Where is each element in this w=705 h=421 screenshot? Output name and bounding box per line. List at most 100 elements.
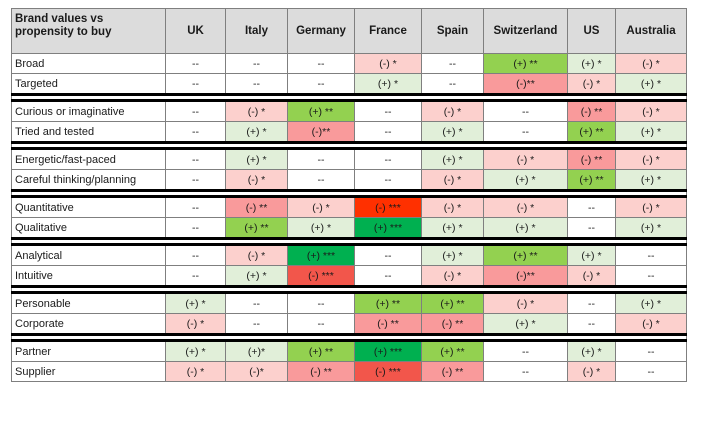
group-separator [11,333,687,342]
value-cell: (-) ** [421,313,484,335]
value-cell: (-) * [483,196,568,218]
value-cell: (-) * [165,313,226,335]
value-cell: -- [421,73,484,95]
value-cell: (-) * [225,244,288,266]
value-cell: -- [165,169,226,191]
value-cell: (-) ** [225,196,288,218]
table-row: Supplier (-) * (-)* (-) ** (-) *** (-) ** -- (-… [11,361,687,382]
value-cell: (+) * [421,244,484,266]
table-row: Energetic/fast-paced -- (+) * -- -- (+) * (-) … [11,148,687,170]
value-cell: -- [483,100,568,122]
row-label: Quantitative [11,196,166,218]
table-row: Quantitative -- (-) ** (-) * (-) *** (-) * (-)… [11,196,687,218]
table-row: Qualitative -- (+) ** (+) * (+) *** (+) * (+) … [11,217,687,239]
table-row: Corporate (-) * -- -- (-) ** (-) ** (+) * -- (-)… [11,313,687,335]
value-cell: -- [354,265,422,287]
value-cell: (+) * [483,313,568,335]
value-cell: (+) * [165,292,226,314]
value-cell: (+) * [354,73,422,95]
group-separator [11,285,687,294]
value-cell: (-) ** [567,148,616,170]
value-cell: -- [287,313,355,335]
value-cell: (-) * [354,53,422,74]
value-cell: (-)* [225,361,288,382]
separator-cell [11,333,687,342]
value-cell: (+) * [421,217,484,239]
value-cell: (+) * [287,217,355,239]
value-cell: (+) * [615,292,687,314]
column-header: US [567,8,616,54]
value-cell: (-) * [225,169,288,191]
value-cell: -- [225,73,288,95]
value-cell: -- [354,148,422,170]
separator-cell [11,285,687,294]
value-cell: (-) * [165,361,226,382]
value-cell: -- [225,292,288,314]
value-cell: -- [225,313,288,335]
value-cell: (+) * [567,244,616,266]
table-row: Careful thinking/planning -- (-) * -- -- (-) … [11,169,687,191]
value-cell: (-) ** [567,100,616,122]
value-cell: -- [165,53,226,74]
column-header: Italy [225,8,288,54]
value-cell: -- [225,53,288,74]
row-label: Personable [11,292,166,314]
value-cell: (-)** [287,121,355,143]
separator-cell [11,141,687,150]
value-cell: (-) * [225,100,288,122]
value-cell: -- [165,196,226,218]
value-cell: -- [165,148,226,170]
table-row: Tried and tested -- (+) * (-)** -- (+) * -- (+)… [11,121,687,143]
value-cell: -- [165,100,226,122]
value-cell: (+) * [421,121,484,143]
value-cell: (-) * [615,196,687,218]
value-cell: (+) * [483,169,568,191]
row-label: Supplier [11,361,166,382]
value-cell: (+) * [567,340,616,362]
row-label: Targeted [11,73,166,95]
table-row: Curious or imaginative -- (-) * (+) ** -- (-)… [11,100,687,122]
row-label: Analytical [11,244,166,266]
value-cell: -- [483,361,568,382]
value-cell: (-) * [567,73,616,95]
value-cell: -- [287,53,355,74]
row-label: Careful thinking/planning [11,169,166,191]
value-cell: (+) ** [421,340,484,362]
row-label: Curious or imaginative [11,100,166,122]
value-cell: -- [483,340,568,362]
value-cell: (-) * [567,361,616,382]
value-cell: (-)** [483,265,568,287]
table-corner-title: Brand values vs propensity to buy [11,8,166,54]
value-cell: (+) * [615,121,687,143]
value-cell: (+) *** [287,244,355,266]
separator-cell [11,189,687,198]
column-header: Spain [421,8,484,54]
column-header: UK [165,8,226,54]
column-header: Germany [287,8,355,54]
row-label: Broad [11,53,166,74]
value-cell: (+) ** [567,169,616,191]
value-cell: (+) * [225,121,288,143]
value-cell: (+) * [615,217,687,239]
value-cell: (-) ** [421,361,484,382]
value-cell: (-) * [615,148,687,170]
value-cell: (+) ** [287,340,355,362]
value-cell: -- [567,292,616,314]
value-cell: (+) * [567,53,616,74]
value-cell: (-) * [421,100,484,122]
value-cell: -- [354,244,422,266]
value-cell: (+) * [615,73,687,95]
group-separator [11,189,687,198]
value-cell: (-) *** [354,196,422,218]
separator-cell [11,237,687,246]
value-cell: -- [287,148,355,170]
value-cell: (+) * [421,148,484,170]
value-cell: -- [165,244,226,266]
value-cell: (-) * [421,169,484,191]
brand-values-table-wrapper: Brand values vs propensity to buy UK Ita… [11,8,687,382]
value-cell: -- [287,292,355,314]
table-row: Targeted -- -- -- (+) * -- (-)** (-) * (+) * [11,73,687,95]
value-cell: -- [567,313,616,335]
table-row: Personable (+) * -- -- (+) ** (+) ** (-) * -- (+… [11,292,687,314]
value-cell: (-) * [483,148,568,170]
